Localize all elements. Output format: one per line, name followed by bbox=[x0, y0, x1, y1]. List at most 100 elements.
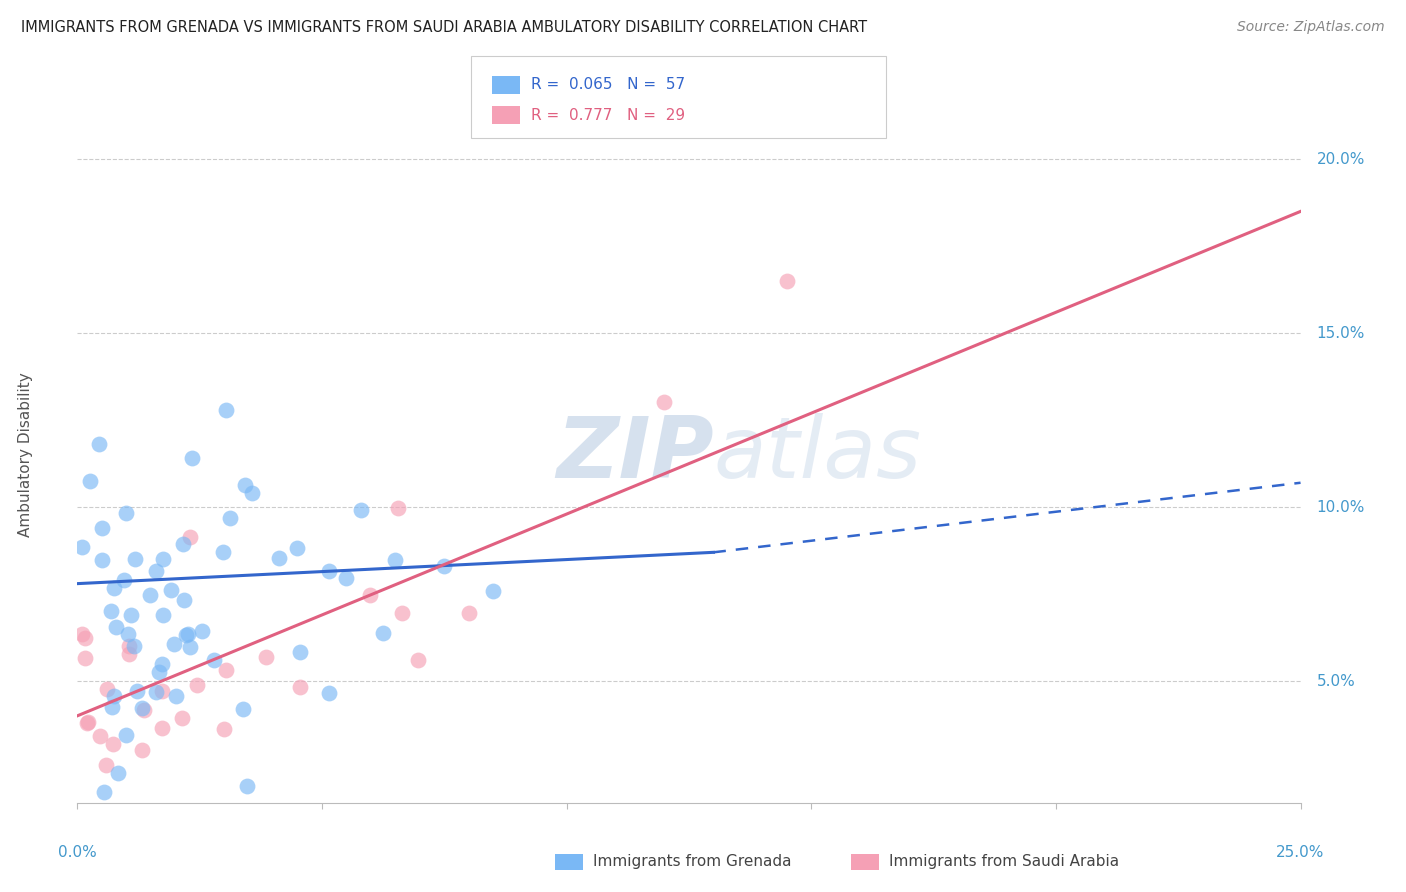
Point bbox=[96, 758, 118, 772]
Point bbox=[150, 721, 173, 735]
Point bbox=[219, 511, 242, 525]
Point bbox=[406, 652, 429, 666]
Point bbox=[91, 521, 114, 535]
Text: IMMIGRANTS FROM GRENADA VS IMMIGRANTS FROM SAUDI ARABIA AMBULATORY DISABILITY CO: IMMIGRANTS FROM GRENADA VS IMMIGRANTS FR… bbox=[21, 20, 868, 35]
Point bbox=[202, 653, 225, 667]
Point bbox=[482, 583, 505, 598]
Point bbox=[127, 684, 149, 698]
Point bbox=[152, 607, 174, 622]
Point bbox=[384, 553, 406, 567]
Text: R =  0.065   N =  57: R = 0.065 N = 57 bbox=[531, 78, 686, 93]
Point bbox=[214, 402, 236, 417]
Point bbox=[70, 540, 93, 554]
Point bbox=[79, 474, 101, 488]
Point bbox=[318, 686, 340, 700]
Point bbox=[350, 503, 373, 517]
Point bbox=[93, 785, 115, 799]
Point bbox=[120, 607, 142, 622]
Point bbox=[232, 702, 254, 716]
Point bbox=[122, 639, 145, 653]
Point bbox=[776, 274, 799, 288]
Point bbox=[373, 626, 395, 640]
Point bbox=[285, 541, 308, 555]
Point bbox=[654, 395, 676, 409]
Text: 25.0%: 25.0% bbox=[1277, 845, 1324, 860]
Point bbox=[254, 650, 277, 665]
Point bbox=[96, 682, 118, 697]
Point bbox=[73, 650, 96, 665]
Point bbox=[117, 626, 139, 640]
Point bbox=[131, 700, 153, 714]
Text: Immigrants from Saudi Arabia: Immigrants from Saudi Arabia bbox=[889, 855, 1119, 869]
Point bbox=[103, 689, 125, 703]
Point bbox=[152, 552, 174, 566]
Text: 20.0%: 20.0% bbox=[1316, 152, 1365, 167]
Point bbox=[150, 657, 173, 672]
Text: 15.0%: 15.0% bbox=[1316, 326, 1365, 341]
Point bbox=[288, 680, 311, 694]
Point bbox=[105, 620, 128, 634]
Point bbox=[90, 553, 112, 567]
Point bbox=[139, 589, 162, 603]
Point bbox=[177, 626, 200, 640]
Point bbox=[145, 685, 167, 699]
Point bbox=[186, 678, 208, 692]
Point bbox=[89, 729, 111, 743]
Text: Source: ZipAtlas.com: Source: ZipAtlas.com bbox=[1237, 20, 1385, 34]
Point bbox=[165, 689, 187, 703]
Point bbox=[236, 779, 259, 793]
Point bbox=[212, 722, 235, 736]
Point bbox=[212, 545, 235, 559]
Point bbox=[318, 564, 340, 578]
Point bbox=[87, 437, 110, 451]
Point bbox=[132, 703, 155, 717]
Point bbox=[174, 628, 197, 642]
Point bbox=[145, 564, 167, 578]
Point bbox=[75, 631, 97, 645]
Point bbox=[76, 716, 98, 731]
Point bbox=[457, 607, 479, 621]
Point bbox=[387, 501, 409, 516]
Point bbox=[391, 606, 413, 620]
Text: ZIP: ZIP bbox=[555, 413, 713, 497]
Text: 5.0%: 5.0% bbox=[1316, 673, 1355, 689]
Point bbox=[335, 571, 357, 585]
Point bbox=[215, 663, 238, 677]
Text: atlas: atlas bbox=[713, 413, 921, 497]
Point bbox=[163, 637, 186, 651]
Point bbox=[191, 624, 214, 638]
Text: R =  0.777   N =  29: R = 0.777 N = 29 bbox=[531, 108, 686, 123]
Point bbox=[103, 581, 125, 595]
Point bbox=[433, 559, 456, 574]
Point bbox=[107, 766, 129, 780]
Point bbox=[148, 665, 170, 679]
Point bbox=[77, 714, 100, 729]
Point bbox=[101, 737, 124, 751]
Point bbox=[124, 551, 146, 566]
Point bbox=[118, 640, 141, 654]
Point bbox=[131, 743, 153, 757]
Text: 0.0%: 0.0% bbox=[58, 845, 97, 860]
Point bbox=[170, 711, 193, 725]
Point bbox=[240, 485, 263, 500]
Text: Immigrants from Grenada: Immigrants from Grenada bbox=[593, 855, 792, 869]
Point bbox=[100, 604, 122, 618]
Point bbox=[179, 530, 201, 544]
Point bbox=[235, 478, 257, 492]
Point bbox=[290, 645, 312, 659]
Point bbox=[173, 593, 195, 607]
Point bbox=[269, 551, 291, 566]
Point bbox=[115, 506, 138, 520]
Point bbox=[101, 699, 124, 714]
Point bbox=[70, 627, 93, 641]
Point bbox=[112, 573, 135, 587]
Point bbox=[160, 582, 183, 597]
Text: 10.0%: 10.0% bbox=[1316, 500, 1365, 515]
Point bbox=[180, 450, 202, 465]
Point bbox=[172, 537, 194, 551]
Point bbox=[179, 640, 201, 654]
Point bbox=[115, 728, 138, 742]
Point bbox=[150, 683, 173, 698]
Point bbox=[118, 648, 141, 662]
Text: Ambulatory Disability: Ambulatory Disability bbox=[18, 373, 34, 537]
